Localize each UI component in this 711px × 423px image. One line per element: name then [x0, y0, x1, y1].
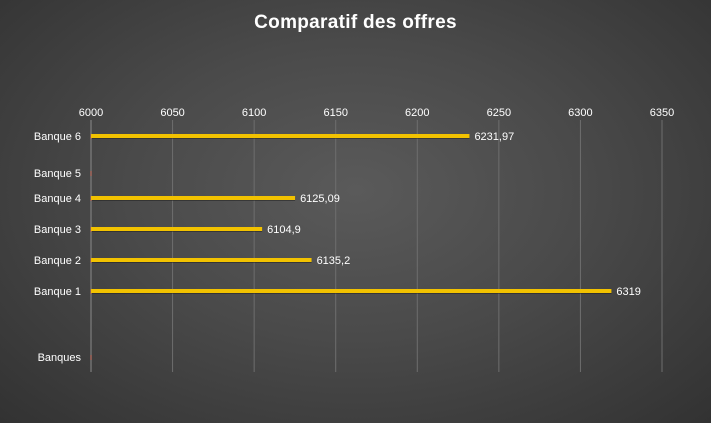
chart-title: Comparatif des offres [254, 12, 457, 33]
x-tick-label: 6350 [650, 107, 674, 119]
bar [91, 289, 612, 293]
bar [91, 227, 263, 231]
x-tick-label: 6250 [487, 107, 511, 119]
category-label: Banque 4 [34, 193, 81, 205]
data-label: 6319 [616, 286, 640, 298]
x-tick-label: 6000 [79, 107, 103, 119]
x-tick-label: 6300 [568, 107, 592, 119]
category-label: Banque 2 [34, 255, 81, 267]
bar [91, 196, 296, 200]
x-tick-label: 6150 [323, 107, 347, 119]
category-label: Banque 5 [34, 168, 81, 180]
data-label: 6125,09 [300, 193, 340, 205]
data-label: 6135,2 [317, 255, 351, 267]
data-label: 6104,9 [267, 224, 301, 236]
data-label: 6231,97 [474, 131, 514, 143]
x-tick-label: 6050 [160, 107, 184, 119]
x-tick-label: 6200 [405, 107, 429, 119]
x-tick-label: 6100 [242, 107, 266, 119]
bar [91, 134, 470, 138]
category-label: Banque 1 [34, 286, 81, 298]
category-label: Banque 3 [34, 224, 81, 236]
category-label: Banques [38, 352, 82, 364]
category-label: Banque 6 [34, 131, 81, 143]
bar [91, 258, 312, 262]
